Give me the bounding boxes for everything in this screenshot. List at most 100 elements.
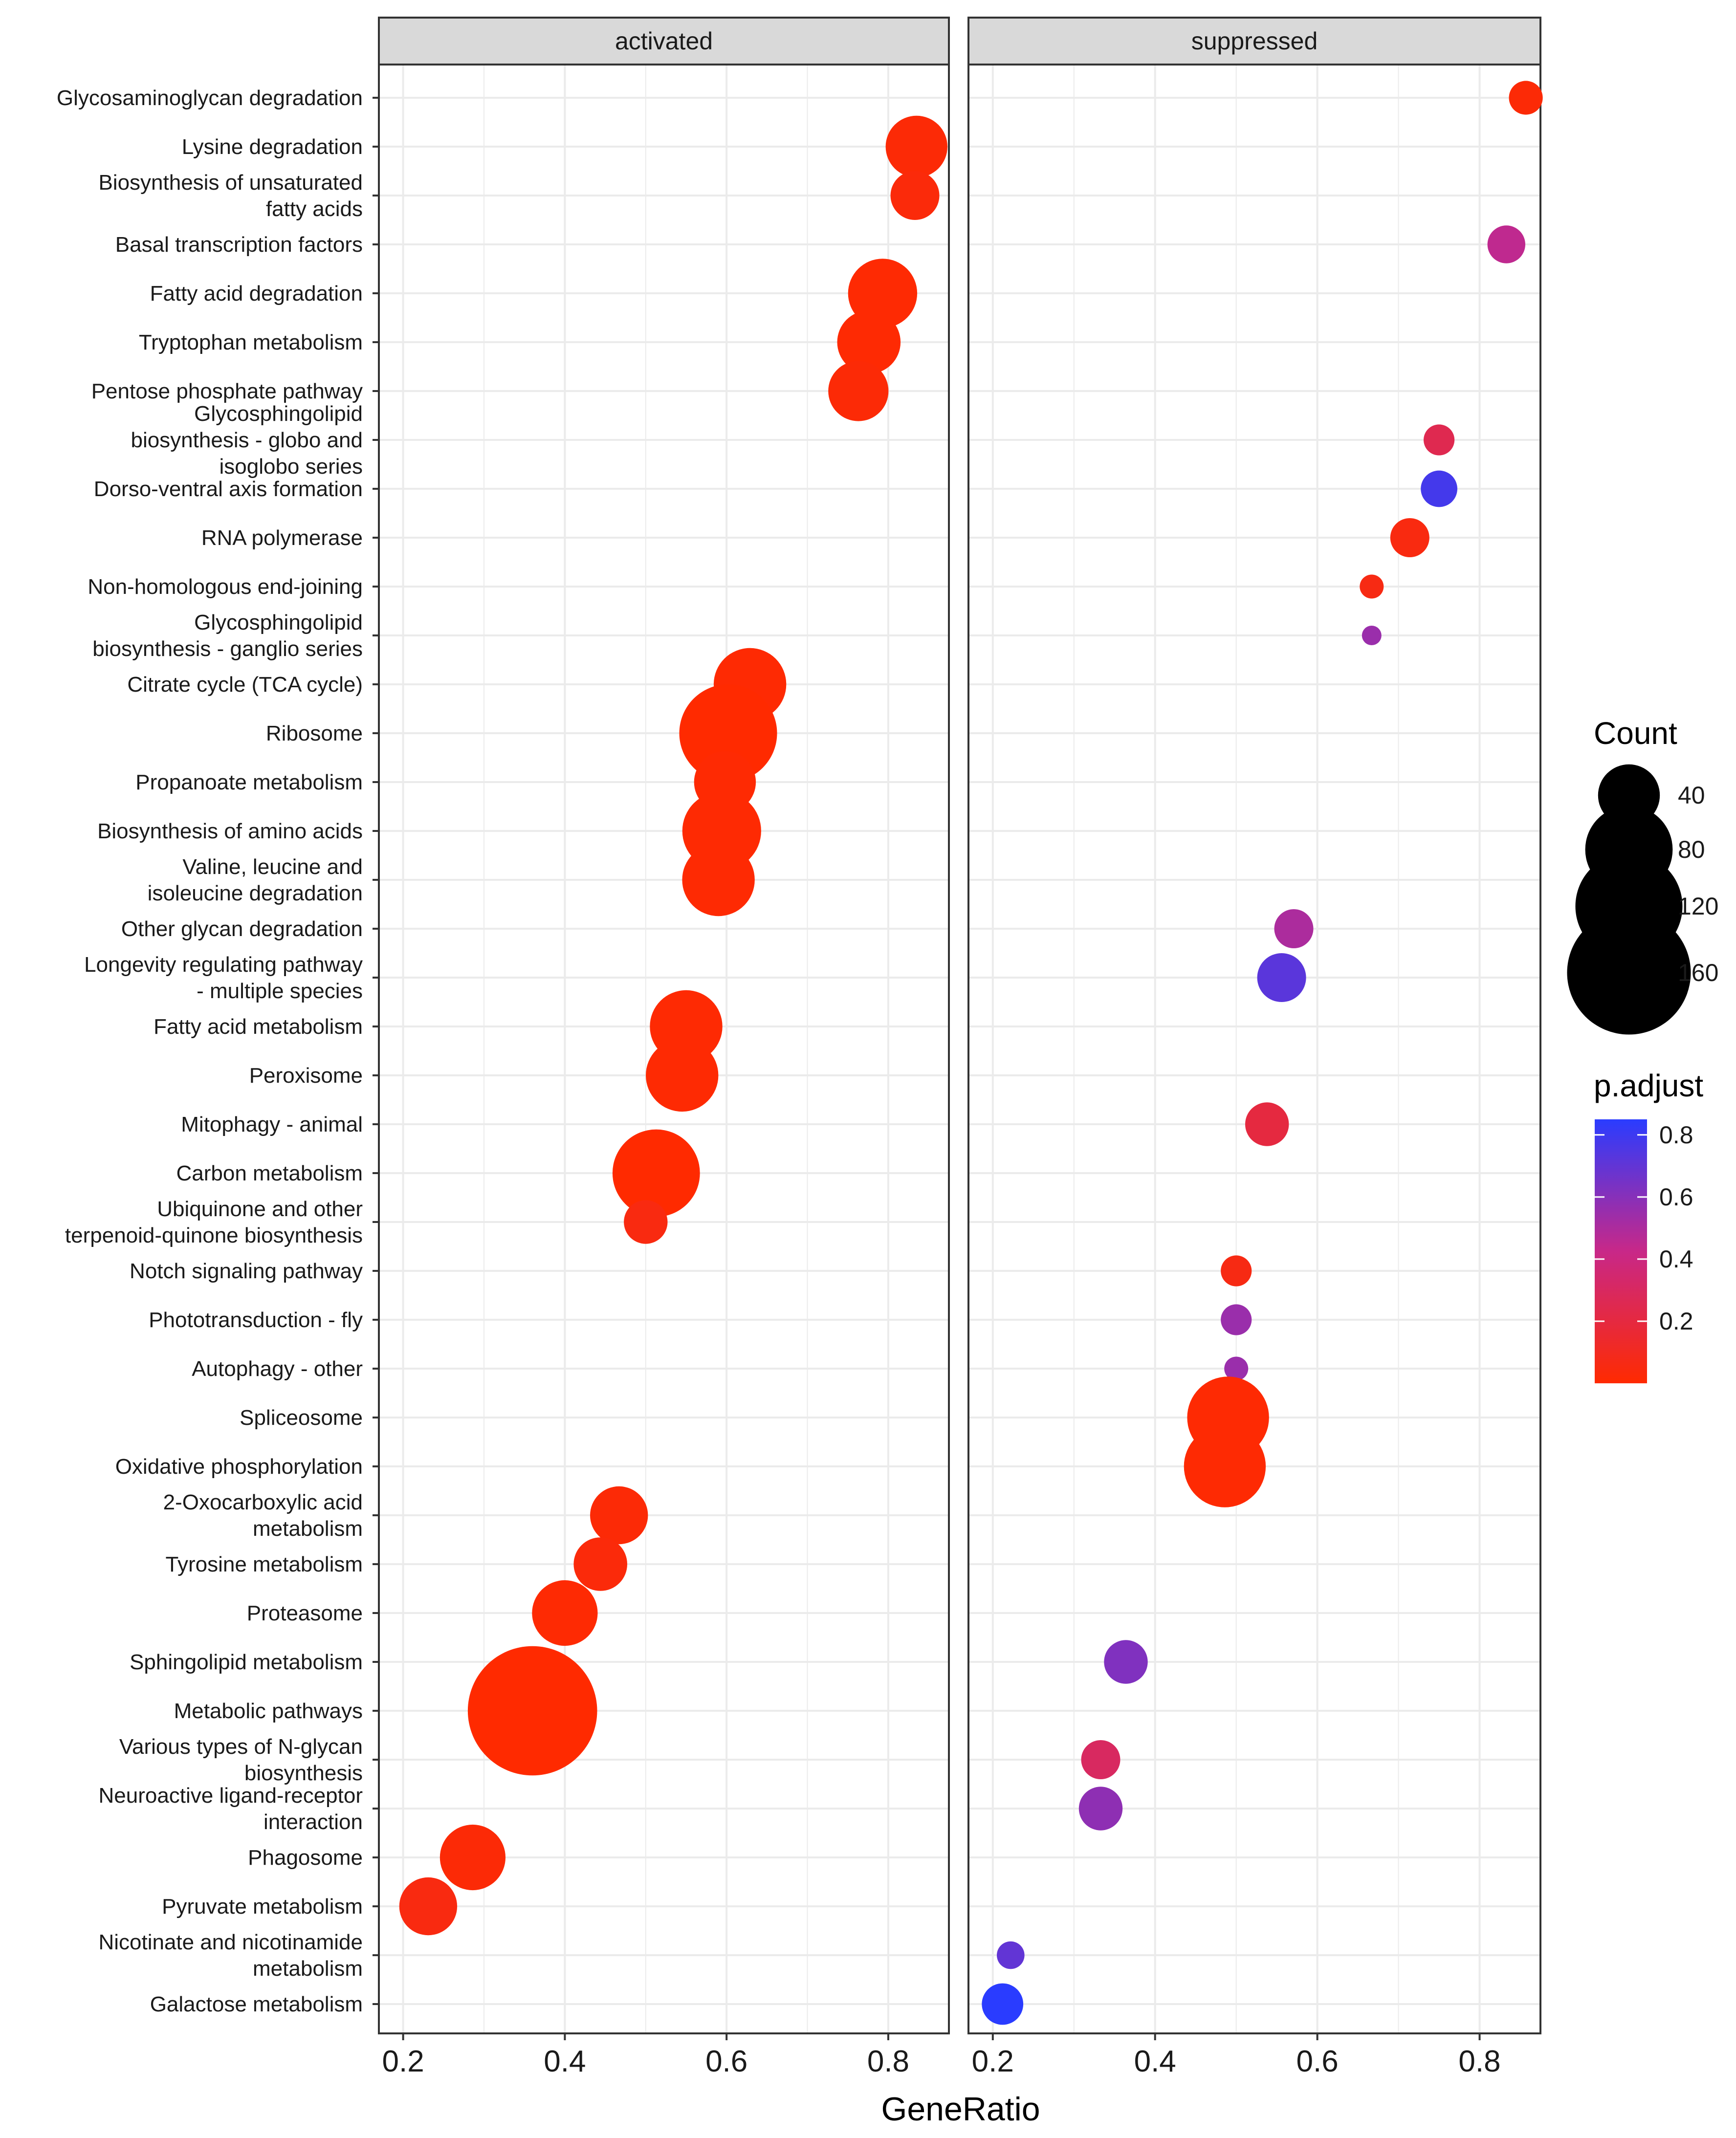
legends: Count p.adjust 40 80 120 160 0.2 0.4 0.6 0.8 bbox=[1567, 716, 1718, 1383]
size-legend-key bbox=[1567, 911, 1691, 1035]
y-tick-label: Spliceosome bbox=[240, 1406, 363, 1430]
y-tick-label: Propanoate metabolism bbox=[135, 770, 363, 794]
y-tick-label: Neuroactive ligand-receptor interaction bbox=[98, 1784, 363, 1834]
data-point bbox=[1362, 626, 1382, 645]
y-tick-label: Longevity regulating pathway - multiple s… bbox=[84, 953, 363, 1003]
data-points bbox=[399, 81, 1543, 2025]
y-tick-label: Tryptophan metabolism bbox=[139, 330, 363, 354]
x-tick-label: 0.8 bbox=[1458, 2045, 1500, 2078]
y-tick-label: Notch signaling pathway bbox=[130, 1259, 363, 1283]
y-tick-label: Metabolic pathways bbox=[174, 1699, 363, 1723]
size-legend-label: 160 bbox=[1678, 959, 1718, 986]
color-legend-bar bbox=[1595, 1119, 1647, 1383]
y-tick-label: Sphingolipid metabolism bbox=[130, 1650, 363, 1674]
data-point bbox=[848, 259, 918, 328]
data-point bbox=[679, 684, 777, 782]
data-point bbox=[624, 1200, 668, 1244]
data-point bbox=[1081, 1740, 1121, 1779]
data-point bbox=[1221, 1304, 1252, 1335]
color-legend-label: 0.4 bbox=[1659, 1245, 1693, 1273]
y-tick-label: Various types of N-glycan biosynthesis bbox=[119, 1735, 363, 1785]
size-legend-label: 120 bbox=[1678, 893, 1718, 920]
y-tick-label: Citrate cycle (TCA cycle) bbox=[127, 673, 363, 697]
data-point bbox=[1078, 1787, 1123, 1831]
data-point bbox=[828, 361, 889, 421]
x-axis-title: GeneRatio bbox=[881, 2091, 1040, 2128]
data-point bbox=[439, 1824, 505, 1891]
y-tick-label: Fatty acid degradation bbox=[150, 282, 363, 305]
x-tick-label: 0.6 bbox=[705, 2045, 747, 2078]
data-point bbox=[997, 1941, 1025, 1969]
data-point bbox=[1104, 1640, 1148, 1684]
panel-background bbox=[968, 65, 1540, 2033]
color-legend-label: 0.2 bbox=[1659, 1308, 1693, 1335]
data-point bbox=[837, 310, 901, 374]
data-point bbox=[890, 171, 940, 220]
data-point bbox=[1421, 470, 1458, 507]
y-tick-label: Peroxisome bbox=[249, 1064, 363, 1088]
data-point bbox=[612, 1129, 700, 1217]
y-tick-label: 2-Oxocarboxylic acid metabolism bbox=[163, 1490, 363, 1541]
y-tick-label: Proteasome bbox=[247, 1601, 363, 1625]
y-tick-label: Biosynthesis of unsaturated fatty acids bbox=[98, 171, 363, 221]
x-tick-label: 0.2 bbox=[972, 2045, 1014, 2078]
data-point bbox=[467, 1646, 597, 1776]
size-legend-label: 40 bbox=[1678, 782, 1705, 809]
data-point bbox=[1487, 225, 1525, 263]
x-tick-label: 0.4 bbox=[544, 2045, 586, 2078]
y-axis-labels: Glycosaminoglycan degradation Lysine degr… bbox=[57, 86, 379, 2016]
color-legend-title: p.adjust bbox=[1594, 1068, 1703, 1103]
y-tick-label: Valine, leucine and isoleucine degradatio… bbox=[148, 855, 363, 905]
facet-strip-label: suppressed bbox=[1191, 27, 1318, 55]
data-point bbox=[1257, 953, 1306, 1002]
data-point bbox=[1221, 1255, 1252, 1287]
y-tick-label: Dorso-ventral axis formation bbox=[94, 477, 363, 501]
facet-strip bbox=[378, 17, 950, 65]
y-tick-label: Glycosphingolipid biosynthesis - globo an… bbox=[131, 402, 363, 479]
x-tick-label: 0.4 bbox=[1134, 2045, 1176, 2078]
y-tick-label: Fatty acid metabolism bbox=[154, 1015, 363, 1039]
data-point bbox=[982, 1983, 1024, 2025]
data-point bbox=[1274, 909, 1314, 948]
y-tick-label: Ubiquinone and other terpenoid-quinone bi… bbox=[65, 1197, 363, 1247]
data-point bbox=[573, 1537, 627, 1591]
y-tick-label: Nicotinate and nicotinamide metabolism bbox=[98, 1930, 363, 1981]
y-tick-label: Carbon metabolism bbox=[176, 1161, 363, 1185]
data-point bbox=[1184, 1425, 1266, 1507]
x-tick-label: 0.2 bbox=[382, 2045, 424, 2078]
y-tick-label: Phototransduction - fly bbox=[149, 1308, 363, 1332]
y-tick-label: Autophagy - other bbox=[192, 1357, 363, 1381]
x-axis: 0.2 0.4 0.6 0.8 0.2 0.4 0.6 0.8 bbox=[382, 2033, 1501, 2078]
data-point bbox=[1509, 81, 1543, 115]
color-legend-label: 0.8 bbox=[1659, 1121, 1693, 1149]
data-point bbox=[1245, 1102, 1289, 1146]
data-point bbox=[1424, 424, 1455, 456]
data-point bbox=[1224, 1356, 1249, 1381]
y-tick-label: Lysine degradation bbox=[182, 135, 363, 159]
data-point bbox=[682, 843, 755, 916]
y-tick-label: Phagosome bbox=[248, 1846, 363, 1870]
color-legend-label: 0.6 bbox=[1659, 1183, 1693, 1211]
x-tick-label: 0.8 bbox=[867, 2045, 909, 2078]
data-point bbox=[1390, 518, 1429, 557]
size-legend-title: Count bbox=[1594, 716, 1677, 751]
data-point bbox=[590, 1486, 648, 1545]
y-tick-label: Other glycan degradation bbox=[121, 917, 363, 941]
y-tick-label: Ribosome bbox=[266, 721, 363, 745]
y-tick-label: Mitophagy - animal bbox=[181, 1113, 363, 1136]
facet-strip-label: activated bbox=[615, 27, 713, 55]
y-tick-label: Pentose phosphate pathway bbox=[91, 379, 363, 403]
y-tick-label: Tyrosine metabolism bbox=[166, 1552, 363, 1576]
x-tick-label: 0.6 bbox=[1297, 2045, 1339, 2078]
data-point bbox=[1360, 574, 1384, 599]
data-point bbox=[532, 1580, 598, 1646]
data-point bbox=[399, 1877, 458, 1936]
y-tick-label: Basal transcription factors bbox=[115, 233, 363, 257]
y-tick-label: Pyruvate metabolism bbox=[162, 1895, 363, 1919]
size-legend-label: 80 bbox=[1678, 836, 1705, 863]
y-tick-label: Glycosaminoglycan degradation bbox=[57, 86, 363, 110]
y-tick-label: Biosynthesis of amino acids bbox=[97, 819, 363, 843]
y-tick-label: Glycosphingolipid biosynthesis - ganglio … bbox=[92, 611, 363, 661]
y-tick-label: Oxidative phosphorylation bbox=[115, 1455, 363, 1479]
